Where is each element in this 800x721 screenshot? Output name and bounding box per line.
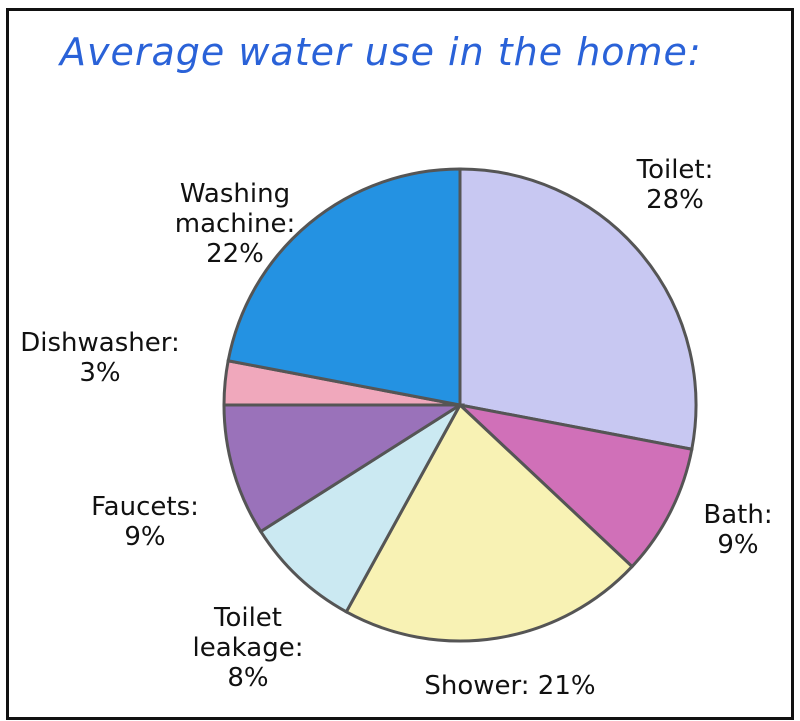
pie-slice <box>458 167 698 451</box>
pie-slice <box>226 167 462 407</box>
slice-label: Dishwasher: 3% <box>20 328 180 388</box>
slice-label: Bath: 9% <box>703 500 773 560</box>
slice-label: Toilet: 28% <box>636 155 714 215</box>
frame <box>6 8 794 720</box>
pie-slice <box>258 403 462 614</box>
pie-slice <box>222 403 466 534</box>
pie-slice <box>344 402 635 643</box>
slice-label: Washing machine: 22% <box>174 179 296 269</box>
slice-label: Shower: 21% <box>424 671 596 701</box>
slice-label: Toilet leakage: 8% <box>192 603 304 693</box>
slice-label: Faucets: 9% <box>91 492 199 552</box>
pie-slice <box>455 402 694 569</box>
chart-title: Average water use in the home: <box>60 30 702 74</box>
